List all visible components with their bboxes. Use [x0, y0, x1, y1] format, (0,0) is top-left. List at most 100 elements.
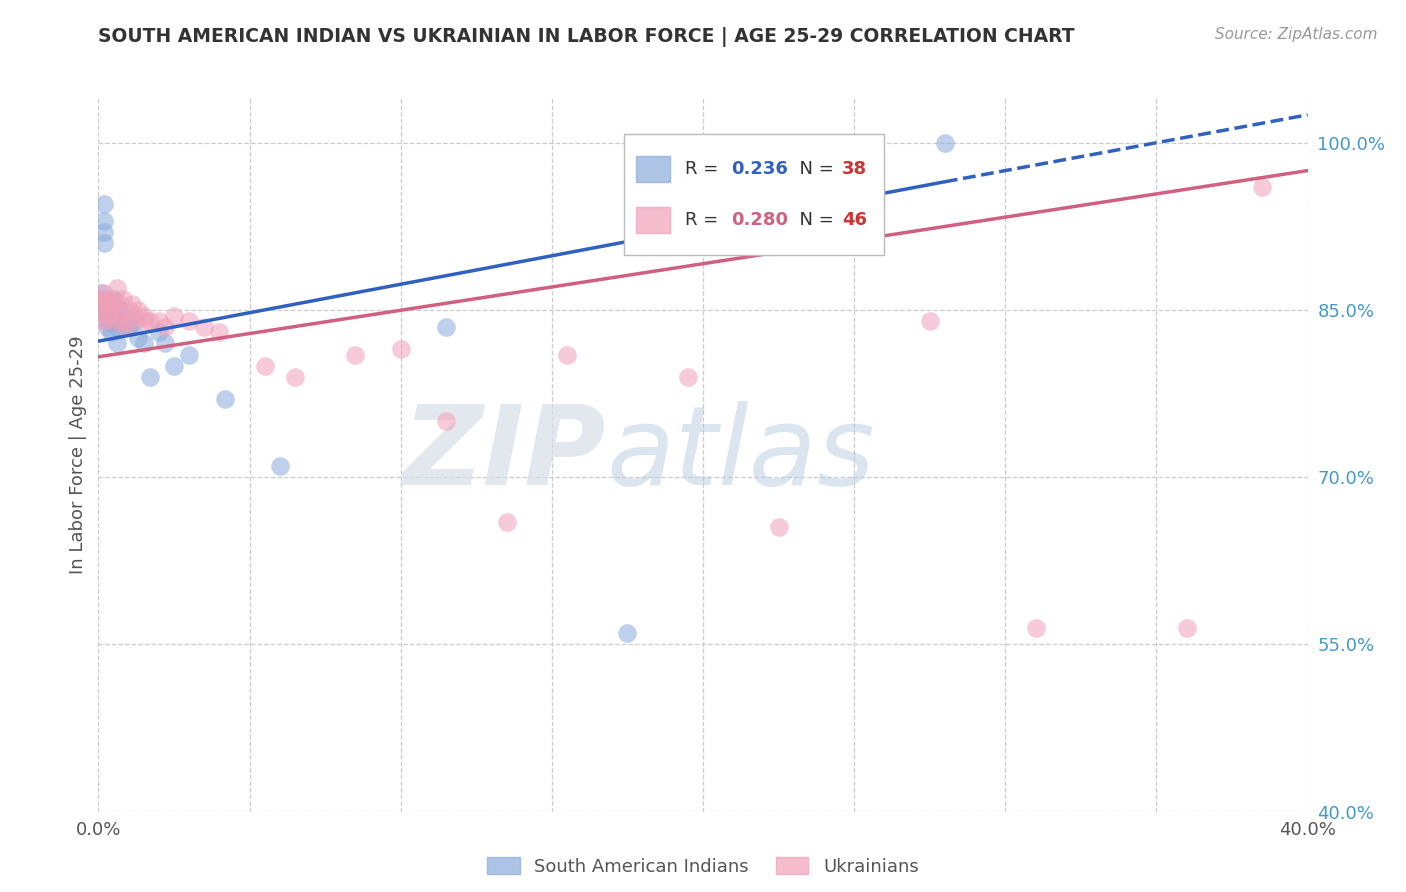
- Point: [208, 326, 231, 340]
- Point: [108, 303, 131, 318]
- FancyBboxPatch shape: [637, 207, 671, 234]
- Point: [1024, 621, 1046, 635]
- Point: [105, 294, 128, 309]
- Point: [344, 347, 367, 362]
- Point: [96, 319, 118, 334]
- Point: [96, 309, 118, 323]
- Point: [108, 314, 131, 328]
- Point: [495, 515, 517, 529]
- Point: [139, 369, 162, 384]
- Point: [93, 225, 115, 239]
- Point: [253, 359, 276, 373]
- Text: 0.236: 0.236: [731, 161, 787, 178]
- Point: [93, 213, 115, 227]
- Point: [132, 309, 155, 323]
- Point: [100, 305, 122, 319]
- Point: [96, 314, 118, 328]
- Point: [96, 292, 118, 306]
- Point: [768, 520, 790, 534]
- Point: [93, 197, 115, 211]
- Point: [90, 292, 112, 306]
- Point: [783, 208, 806, 222]
- Point: [616, 626, 638, 640]
- Point: [127, 331, 149, 345]
- Point: [148, 314, 170, 328]
- Point: [118, 314, 141, 328]
- FancyBboxPatch shape: [624, 134, 884, 255]
- Point: [118, 319, 141, 334]
- Point: [103, 314, 125, 328]
- Point: [127, 303, 149, 318]
- Legend: South American Indians, Ukrainians: South American Indians, Ukrainians: [479, 850, 927, 883]
- Text: R =: R =: [685, 161, 724, 178]
- Point: [96, 309, 118, 323]
- Point: [389, 342, 412, 356]
- Text: Source: ZipAtlas.com: Source: ZipAtlas.com: [1215, 27, 1378, 42]
- Point: [108, 305, 131, 319]
- Point: [284, 369, 307, 384]
- Point: [918, 314, 941, 328]
- Point: [214, 392, 236, 407]
- Point: [90, 305, 112, 319]
- Text: N =: N =: [787, 161, 839, 178]
- Text: atlas: atlas: [606, 401, 875, 508]
- Point: [105, 319, 128, 334]
- Point: [1175, 621, 1198, 635]
- Point: [124, 309, 146, 323]
- Point: [100, 303, 122, 318]
- Point: [90, 292, 112, 306]
- Point: [90, 297, 112, 311]
- Point: [676, 369, 699, 384]
- Point: [179, 314, 201, 328]
- Text: 38: 38: [842, 161, 868, 178]
- Point: [103, 297, 125, 311]
- Point: [114, 319, 136, 334]
- Point: [93, 235, 115, 250]
- Point: [103, 297, 125, 311]
- Point: [105, 281, 128, 295]
- Point: [163, 309, 186, 323]
- Point: [434, 319, 457, 334]
- Point: [934, 136, 956, 150]
- Point: [139, 314, 162, 328]
- Point: [124, 314, 146, 328]
- Point: [193, 319, 215, 334]
- Point: [179, 347, 201, 362]
- Point: [103, 314, 125, 328]
- Point: [100, 326, 122, 340]
- Point: [100, 297, 122, 311]
- Point: [103, 292, 125, 306]
- Point: [111, 309, 134, 323]
- Text: R =: R =: [685, 211, 724, 229]
- Point: [153, 319, 176, 334]
- Point: [93, 314, 115, 328]
- Point: [1251, 180, 1274, 194]
- Text: N =: N =: [787, 211, 839, 229]
- Point: [93, 294, 115, 309]
- Point: [153, 336, 176, 351]
- Point: [114, 319, 136, 334]
- Point: [118, 303, 141, 318]
- Text: 46: 46: [842, 211, 868, 229]
- Point: [108, 314, 131, 328]
- Text: 0.280: 0.280: [731, 211, 787, 229]
- Point: [90, 286, 112, 301]
- Point: [434, 414, 457, 429]
- Point: [121, 297, 143, 311]
- Point: [555, 347, 578, 362]
- Point: [96, 297, 118, 311]
- Point: [90, 303, 112, 318]
- Point: [163, 359, 186, 373]
- FancyBboxPatch shape: [637, 156, 671, 182]
- Point: [90, 297, 112, 311]
- Point: [111, 292, 134, 306]
- Point: [93, 286, 115, 301]
- Point: [148, 326, 170, 340]
- Text: ZIP: ZIP: [402, 401, 606, 508]
- Point: [269, 459, 291, 474]
- Y-axis label: In Labor Force | Age 25-29: In Labor Force | Age 25-29: [69, 335, 87, 574]
- Point: [132, 314, 155, 328]
- Point: [132, 336, 155, 351]
- Point: [118, 314, 141, 328]
- Point: [105, 336, 128, 351]
